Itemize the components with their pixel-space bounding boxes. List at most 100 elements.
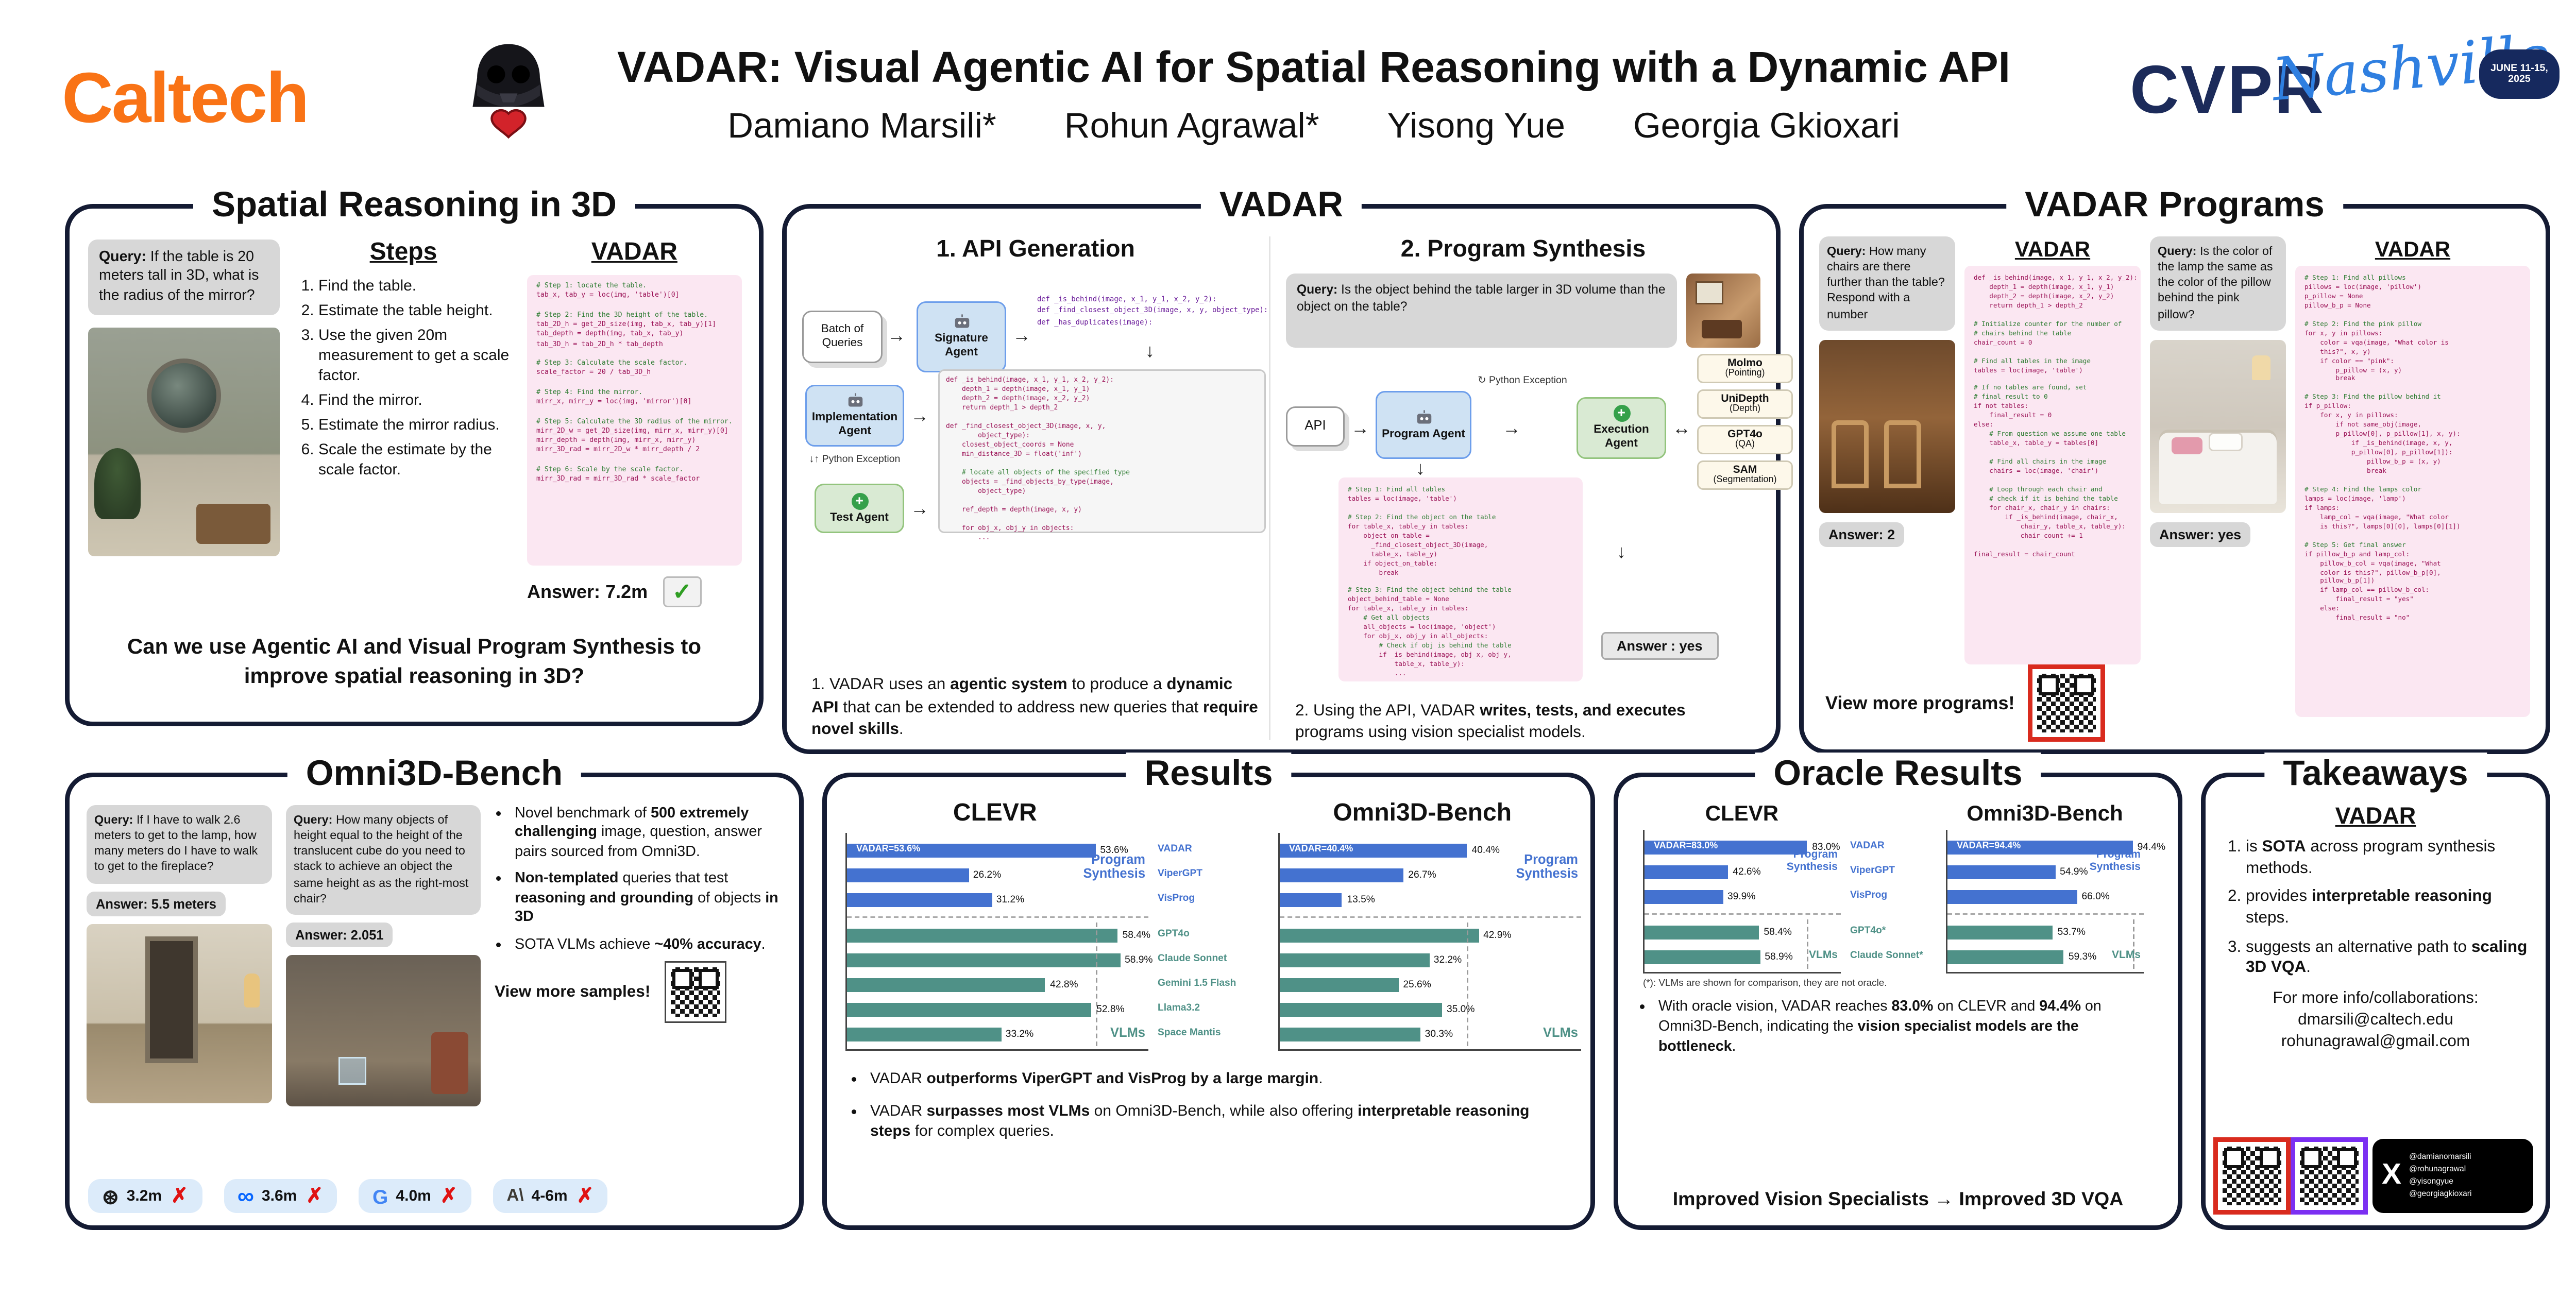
vadar-score-guideline	[1467, 923, 1469, 1046]
query-box: Query: Is the color of the lamp the same…	[2150, 236, 2286, 330]
code-line: else:	[1974, 420, 1993, 429]
chart-row-label: VADAR	[1158, 843, 1192, 854]
omni-example-1: Query: If I have to walk 2.6 meters to g…	[87, 805, 272, 1106]
program-example-2: Query: Is the color of the lamp the same…	[2150, 236, 2286, 717]
poster-header: Caltech VADAR: Visual Agentic AI for Spa…	[0, 0, 2576, 192]
text-segment: 94.4%	[2039, 998, 2081, 1015]
answer-row: Answer: 7.2m ✓	[527, 576, 742, 607]
code-line: final_result = 0	[1974, 411, 2052, 419]
arrow-left-right-icon: ↔	[1672, 417, 1691, 439]
code-line: def _is_behind(image, x_1, y_1, x_2, y_2…	[1974, 274, 2138, 281]
code-line: # Step 3: Find the object behind the tab…	[1348, 586, 1512, 594]
text-segment: vision specialist models are the bottlen…	[1658, 1018, 2079, 1055]
bar-value-label: 35.0%	[1447, 1003, 1475, 1015]
chart-bar	[1645, 864, 1728, 879]
text-segment: 500 extremely challenging	[515, 805, 749, 842]
query-label: Query:	[94, 813, 133, 827]
text-segment: outperforms ViperGPT and VisProg by a la…	[926, 1071, 1319, 1088]
query-box: Query: Is the object behind the table la…	[1286, 274, 1677, 348]
vadar-score-guideline	[1095, 923, 1097, 1046]
view-more-row: View more programs!	[1825, 664, 2106, 742]
chart-group: 58.4% 58.9% 42.8% 52.8% 33.2%	[847, 923, 1153, 1046]
bar-value-label: 30.3%	[1425, 1028, 1453, 1039]
estimate-value: 3.6m	[261, 1187, 297, 1205]
code-line: p_pillow[0], p_pillow[1]):	[2304, 448, 2453, 456]
title-block: VADAR: Visual Agentic AI for Spatial Rea…	[556, 43, 2071, 147]
bar-value-label: 39.9%	[1727, 891, 1756, 902]
robot-icon	[848, 394, 862, 407]
author-name: Georgia Gkioxari	[1633, 105, 1900, 145]
panel-takeaways: Takeaways VADAR is SOTA across program s…	[2201, 753, 2550, 1230]
contact-heading: For more info/collaborations:	[2273, 988, 2479, 1007]
chart-bar-row: 26.7%	[1280, 865, 1581, 884]
code-line: depth_2 = depth(image, x_2, y_2)	[946, 396, 1090, 404]
code-line: lamp_col = vqa(image, "What color	[2304, 513, 2449, 521]
code-line: # Step 2: Find the object on the table	[1348, 513, 1496, 521]
chart-bar	[1280, 952, 1429, 967]
chart-group-label: VLMs	[2111, 950, 2141, 962]
bar-value-label: 53.7%	[2057, 926, 2086, 937]
bar-value-label: 42.9%	[1483, 929, 1512, 941]
text-segment: require novel skills	[811, 697, 1258, 739]
code-line: mirr_depth = depth(img, mirr_x, mirr_y)	[536, 437, 696, 445]
code-line: mirr_3D_rad = mirr_2D_w * mirr_depth / 2	[536, 447, 700, 455]
arrow-right-icon: →	[887, 324, 906, 346]
bar-value-label: 42.8%	[1050, 979, 1078, 990]
code-line: # check if it is behind the table	[1974, 494, 2118, 502]
chart-bar-row: 58.4%	[1645, 923, 1841, 941]
meta-estimate-chip: ∞ 3.6m ✗	[223, 1179, 337, 1213]
text-segment: interpretable reasoning	[2311, 887, 2492, 906]
code-line: for obj_x, obj_y in objects:	[946, 525, 1074, 534]
api-generation-section: 1. API Generation Batch of Queries → Sig…	[802, 236, 1269, 740]
answer-value: yes	[2218, 526, 2242, 542]
results-charts-row: VADAR=53.6% 53.6% 26.2% 31.2% 58.4% 58.9% 42.8…	[827, 833, 1590, 1051]
chart-group: VADAR=94.4% 94.4% 54.9% 66.0%	[1947, 834, 2165, 909]
query-box: Query: If the table is 20 meters tall in…	[88, 240, 280, 316]
code-line: all_objects = loc(image, 'object')	[1348, 623, 1496, 631]
chart-row-label: Space Mantis	[1158, 1027, 1221, 1038]
contact-email: dmarsili@caltech.edu	[2298, 1011, 2453, 1030]
chart-group-label: Program Synthesis	[1516, 851, 1578, 882]
chart-group-label: VLMs	[1808, 950, 1838, 962]
chart-group: VADAR=83.0% 83.0% 42.6% 39.9%	[1645, 834, 1841, 909]
code-line: min_distance_3D = float('inf')	[946, 451, 1082, 459]
bar-value-label: 58.4%	[1764, 926, 1792, 937]
code-line: # final_result to 0	[1974, 393, 2048, 401]
robot-icon	[1416, 409, 1431, 423]
programs-columns: Query: How many chairs are there further…	[1804, 209, 2546, 723]
program-code-block: # Step 1: Find all tables tables = loc(im…	[1338, 477, 1583, 681]
bar-inside-label: VADAR=40.4%	[1289, 845, 1353, 855]
chart-group-separator	[1645, 913, 1841, 915]
query-text: How many chairs are there further than t…	[1827, 244, 1945, 321]
panel-oracle-results: Oracle Results CLEVR Omni3D-Bench VADAR=…	[1614, 753, 2182, 1230]
signature-agent-box: Signature Agent	[917, 301, 1006, 372]
chair-shape	[431, 1032, 468, 1094]
text-segment: queries that test	[618, 870, 728, 888]
chart-row-label: Llama3.2	[1158, 1002, 1200, 1013]
code-line: # Step 5: Get final answer	[2304, 540, 2406, 548]
code-line	[536, 350, 733, 360]
lamp-shape	[244, 972, 260, 1007]
code-line: def _find_closest_object_3D(image, x, y,	[946, 423, 1106, 432]
omni-bullet-list: Novel benchmark of 500 extremely challen…	[495, 805, 782, 955]
google-estimate-chip: G 4.0m ✗	[359, 1179, 471, 1213]
chart-bar	[1645, 889, 1723, 903]
code-line	[2304, 384, 2521, 393]
specialist-sub: (QA)	[1735, 440, 1755, 450]
query-text: How many objects of height equal to the …	[294, 813, 469, 905]
panel-title: Spatial Reasoning in 3D	[193, 184, 635, 226]
text-segment: With oracle vision, VADAR reaches	[1658, 998, 1892, 1015]
code-line: tables = loc(image, 'table')	[1974, 365, 2083, 373]
code-line	[536, 380, 733, 389]
code-line: # Step 6: Scale by the scale factor.	[536, 466, 684, 474]
label-group-separator	[1850, 909, 1943, 919]
steps-list: Find the table. Estimate the table heigh…	[294, 277, 513, 481]
program-code-column-2: VADAR # Step 1: Find all pillows pillows …	[2295, 236, 2530, 717]
specialist-name: Molmo	[1727, 358, 1762, 369]
code-line: for table_x, table_y in tables:	[1348, 522, 1469, 530]
omni-example-2: Query: How many objects of height equal …	[286, 805, 481, 1106]
chart-group-label: Program Synthesis	[2089, 850, 2141, 873]
text-segment: VADAR	[870, 1102, 927, 1120]
chart-bar	[847, 952, 1121, 967]
batch-label: Batch of Queries	[821, 322, 864, 349]
